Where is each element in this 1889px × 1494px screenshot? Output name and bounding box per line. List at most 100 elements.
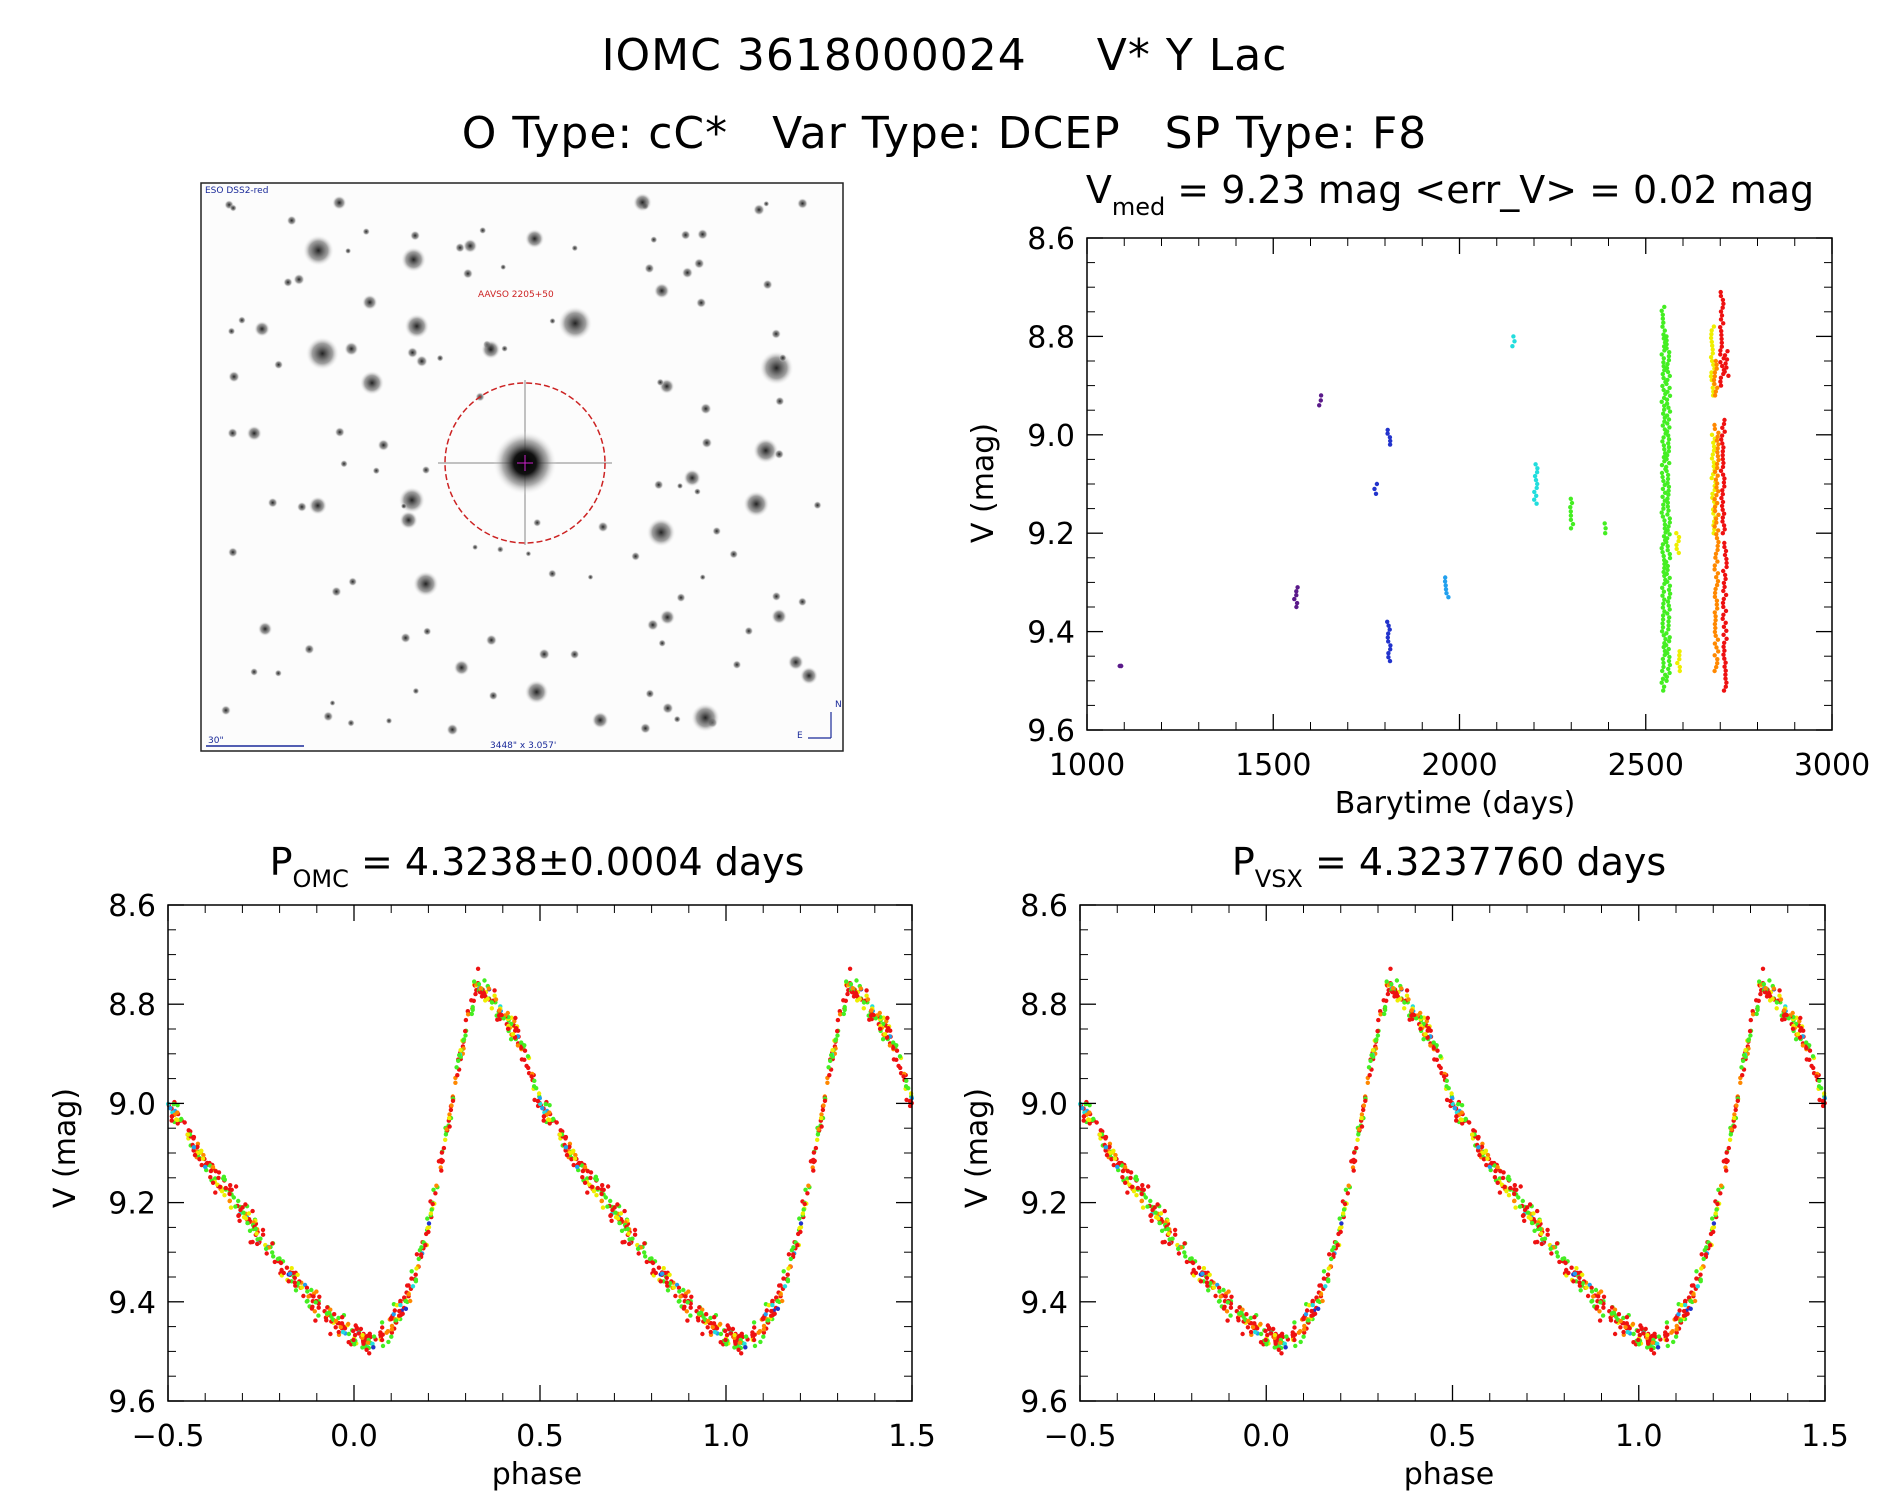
data-point bbox=[788, 1256, 793, 1262]
data-point bbox=[1667, 373, 1673, 379]
field-star bbox=[302, 234, 335, 267]
data-point bbox=[854, 978, 859, 983]
data-point bbox=[1418, 1010, 1423, 1016]
data-point bbox=[1663, 1332, 1668, 1338]
data-point bbox=[1715, 547, 1720, 553]
data-point bbox=[1389, 981, 1394, 987]
data-point bbox=[1712, 426, 1718, 432]
data-point bbox=[1217, 1289, 1222, 1294]
data-point bbox=[1778, 997, 1784, 1002]
field-star bbox=[569, 649, 580, 660]
data-point bbox=[1103, 1148, 1108, 1153]
field-star bbox=[533, 518, 542, 527]
data-point bbox=[1715, 661, 1720, 666]
data-point bbox=[1660, 668, 1665, 674]
data-point bbox=[1719, 336, 1724, 342]
data-point bbox=[732, 1332, 737, 1338]
data-point bbox=[365, 1340, 371, 1345]
data-point bbox=[760, 1316, 766, 1322]
data-point bbox=[571, 1162, 576, 1168]
field-star bbox=[455, 242, 465, 253]
data-point bbox=[1444, 591, 1449, 596]
data-point bbox=[325, 1305, 330, 1310]
data-point bbox=[1722, 353, 1728, 358]
data-point bbox=[1484, 1162, 1489, 1168]
data-point bbox=[1355, 1137, 1360, 1143]
data-point bbox=[1777, 993, 1782, 998]
data-point bbox=[850, 990, 856, 995]
finder-chart: ESO DSS2-red AAVSO 2205+50 30" 3448" x 3… bbox=[200, 182, 844, 752]
data-point bbox=[513, 1015, 518, 1021]
data-point bbox=[1659, 462, 1665, 468]
data-point bbox=[1097, 1132, 1103, 1137]
data-point bbox=[210, 1180, 216, 1186]
data-point bbox=[805, 1191, 810, 1196]
data-point bbox=[1337, 1225, 1343, 1231]
data-point bbox=[1545, 1227, 1550, 1233]
data-point bbox=[904, 1078, 909, 1084]
data-point bbox=[861, 1000, 867, 1005]
data-point bbox=[233, 1184, 239, 1189]
data-point bbox=[1712, 422, 1717, 428]
data-point bbox=[678, 1294, 683, 1299]
data-point bbox=[501, 1016, 506, 1021]
data-point bbox=[1721, 460, 1726, 466]
data-point bbox=[1681, 1308, 1687, 1314]
data-point bbox=[1426, 1026, 1431, 1031]
field-star bbox=[308, 496, 328, 515]
data-point bbox=[1315, 1298, 1321, 1304]
data-point bbox=[1660, 625, 1666, 630]
data-point bbox=[1356, 1127, 1362, 1132]
otype-label: O Type: cC* bbox=[461, 108, 729, 159]
data-point bbox=[1722, 552, 1728, 558]
data-point bbox=[1666, 619, 1671, 624]
data-point bbox=[1476, 1145, 1481, 1150]
data-point bbox=[791, 1252, 796, 1257]
data-point bbox=[724, 1342, 729, 1347]
data-point bbox=[444, 1127, 449, 1132]
data-point bbox=[1720, 456, 1726, 462]
data-point bbox=[1800, 1043, 1806, 1048]
data-point bbox=[309, 1287, 314, 1293]
data-point bbox=[1770, 996, 1775, 1002]
data-point bbox=[786, 1252, 792, 1257]
data-point bbox=[1157, 1220, 1162, 1226]
data-point bbox=[1402, 1000, 1407, 1005]
data-point bbox=[1712, 374, 1718, 379]
data-point bbox=[785, 1272, 790, 1277]
data-point bbox=[1258, 1321, 1263, 1327]
data-point bbox=[1713, 614, 1718, 619]
data-point bbox=[1712, 508, 1718, 514]
field-star bbox=[538, 648, 550, 660]
data-point bbox=[1123, 1180, 1128, 1186]
data-point bbox=[1326, 1279, 1331, 1284]
data-point bbox=[871, 1012, 876, 1018]
data-point bbox=[1723, 684, 1729, 689]
data-point bbox=[601, 1187, 606, 1193]
data-point bbox=[1326, 1266, 1332, 1271]
data-point bbox=[770, 1302, 775, 1308]
data-point bbox=[1665, 421, 1670, 426]
field-star bbox=[549, 317, 556, 325]
data-point bbox=[541, 1114, 547, 1119]
data-point bbox=[1660, 676, 1666, 681]
field-star bbox=[347, 719, 355, 727]
data-point bbox=[1221, 1287, 1226, 1293]
data-point bbox=[1253, 1329, 1258, 1335]
data-point bbox=[1438, 1065, 1443, 1071]
data-point bbox=[1566, 1270, 1571, 1276]
data-point bbox=[1385, 991, 1391, 997]
data-point bbox=[1162, 1239, 1168, 1245]
data-point bbox=[1521, 1213, 1526, 1218]
data-point bbox=[1664, 631, 1669, 636]
data-point bbox=[758, 1339, 763, 1345]
data-point bbox=[1483, 1148, 1489, 1154]
data-point bbox=[632, 1232, 638, 1237]
x-tick-label: 1500 bbox=[1235, 748, 1311, 783]
data-point bbox=[1814, 1074, 1819, 1079]
data-point bbox=[1569, 1265, 1574, 1270]
data-point bbox=[1208, 1281, 1213, 1286]
field-star bbox=[797, 198, 808, 209]
data-point bbox=[1661, 502, 1666, 507]
data-point bbox=[1591, 1294, 1596, 1299]
